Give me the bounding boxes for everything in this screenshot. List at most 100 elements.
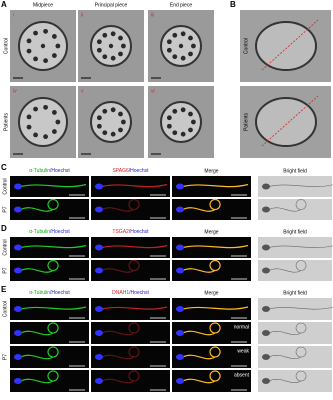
flagellum xyxy=(101,259,140,273)
sperm-head xyxy=(176,244,184,251)
image-cell xyxy=(91,237,170,258)
doublet xyxy=(102,108,108,114)
row-label: Patients xyxy=(3,112,9,131)
doublet xyxy=(188,127,193,133)
column-header: Midpiece xyxy=(33,2,53,8)
image-cell xyxy=(258,322,332,344)
flagellum xyxy=(101,198,140,212)
doublet xyxy=(33,30,38,36)
doublet xyxy=(118,51,123,57)
flagellum xyxy=(20,198,59,212)
sperm-head xyxy=(14,306,22,312)
column-header: SPAG6/Hoechst xyxy=(112,168,149,174)
row-label: Control xyxy=(243,38,249,54)
flagellum xyxy=(101,370,140,384)
doublet xyxy=(121,43,126,49)
image-cell xyxy=(91,322,170,344)
doublet xyxy=(55,119,61,125)
sperm-head xyxy=(95,183,103,190)
sperm-head xyxy=(95,244,103,251)
doublet xyxy=(118,127,123,133)
doublet xyxy=(55,43,61,49)
flagellum xyxy=(268,245,333,248)
flagellum xyxy=(182,322,221,336)
image-cell xyxy=(10,237,89,258)
stain-name: α-Tubulin xyxy=(29,290,50,296)
doublet xyxy=(33,132,38,138)
doublet xyxy=(180,31,186,37)
flagellum xyxy=(182,183,249,188)
sperm-head xyxy=(95,330,103,336)
sperm-head xyxy=(14,267,22,274)
central-pair xyxy=(178,43,184,49)
doublet xyxy=(180,107,186,113)
sperm-head xyxy=(95,354,103,360)
stain-name: α-Tubulin xyxy=(29,168,50,174)
sperm-head xyxy=(14,244,22,251)
row-label: P7 xyxy=(2,267,8,273)
image-cell xyxy=(258,260,332,281)
doublet xyxy=(102,32,108,38)
sperm-head xyxy=(176,267,184,274)
doublet xyxy=(166,123,172,129)
sperm-head xyxy=(14,183,22,190)
flagellum xyxy=(182,370,221,384)
doublet xyxy=(26,48,32,54)
row-label: Control xyxy=(3,38,9,54)
doublet xyxy=(51,34,57,39)
annotation: normal xyxy=(234,324,249,330)
image-cell xyxy=(91,199,170,220)
column-header: Bright field xyxy=(283,229,307,235)
micrograph xyxy=(78,10,144,82)
doublet xyxy=(110,131,116,137)
flagellum xyxy=(268,370,307,383)
image-cell xyxy=(91,176,170,197)
column-header: DNAH1/Hoechst xyxy=(112,290,149,296)
sperm-head xyxy=(14,206,22,213)
image-cell xyxy=(10,199,89,220)
sperm-head xyxy=(14,378,22,384)
counterstain-name: /Hoechst xyxy=(50,229,70,235)
flagellum xyxy=(101,183,168,188)
flagellum xyxy=(20,322,59,336)
flagellum xyxy=(182,259,221,273)
micrograph xyxy=(78,86,144,158)
image-cell xyxy=(172,298,251,320)
column-header: α-Tubulin/Hoechst xyxy=(29,168,70,174)
doublet xyxy=(43,134,48,140)
image-cell xyxy=(172,370,251,392)
counterstain-name: /Hoechst xyxy=(129,168,149,174)
image-cell xyxy=(10,176,89,197)
doublet xyxy=(172,54,178,60)
doublet xyxy=(96,115,102,121)
row-label: Control xyxy=(2,301,8,317)
doublet xyxy=(102,54,108,60)
central-pair xyxy=(108,43,114,49)
image-cell xyxy=(258,370,332,392)
doublet xyxy=(166,115,172,121)
row-label: P7 xyxy=(2,354,8,360)
stain-name: SPAG6 xyxy=(112,168,129,174)
panel-label: E xyxy=(1,285,7,294)
flagellum xyxy=(268,184,333,187)
panel-label: D xyxy=(1,224,7,233)
sperm-head xyxy=(95,378,103,384)
flagellum xyxy=(268,260,307,273)
image-cell xyxy=(172,199,251,220)
sperm-head xyxy=(176,306,184,312)
sperm-head xyxy=(14,354,22,360)
sperm-head xyxy=(176,183,184,190)
sperm-head xyxy=(262,183,270,190)
column-header: α-Tubulin/Hoechst xyxy=(29,229,70,235)
counterstain-name: /Hoechst xyxy=(129,229,149,235)
image-cell xyxy=(172,237,251,258)
sperm-head xyxy=(262,378,270,384)
row-label: Control xyxy=(2,178,8,194)
sperm-head xyxy=(262,206,270,213)
doublet xyxy=(180,131,186,137)
column-header: Principal piece xyxy=(95,2,128,8)
doublet xyxy=(26,38,32,44)
column-header: Merge xyxy=(204,290,218,296)
doublet xyxy=(172,130,178,136)
